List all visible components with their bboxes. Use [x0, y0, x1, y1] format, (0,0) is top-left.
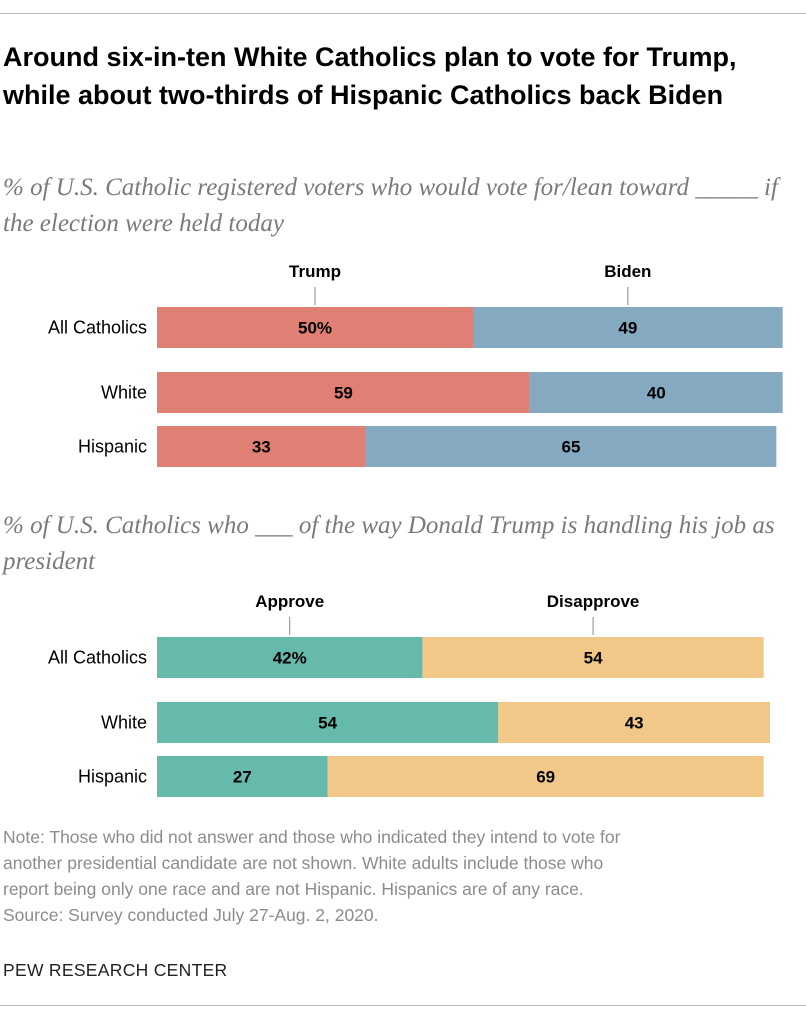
- data-label: 33: [252, 438, 271, 457]
- data-label: 27: [233, 768, 252, 787]
- bar-segment-trump: [157, 307, 473, 348]
- bar-segment-disapprove: [422, 637, 764, 678]
- note-line: another presidential candidate are not s…: [3, 853, 604, 873]
- bar-segment-biden: [529, 372, 783, 413]
- legend-label-approve: Approve: [255, 592, 324, 611]
- bar-segment-trump: [157, 372, 530, 413]
- chart-title: Around six-in-ten White Catholics plan t…: [3, 42, 737, 110]
- bar-segment-disapprove: [327, 756, 764, 797]
- pew-research-center-logo: PEW RESEARCH CENTER: [3, 960, 228, 980]
- bar-segment-approve: [157, 756, 328, 797]
- data-label: 59: [334, 384, 353, 403]
- bar-segment-biden: [473, 307, 783, 348]
- bar-segment-approve: [157, 637, 423, 678]
- data-label: 49: [618, 319, 637, 338]
- bottom-rule: [0, 1005, 806, 1006]
- data-label: 54: [318, 714, 337, 733]
- data-label: 40: [647, 384, 666, 403]
- bar-segment-trump: [157, 426, 366, 467]
- note-line: report being only one race and are not H…: [3, 879, 584, 899]
- category-label: White: [101, 383, 147, 403]
- data-label: 65: [561, 438, 580, 457]
- chart1-subtitle: % of U.S. Catholic registered voters who…: [3, 174, 778, 237]
- chart2-subtitle: % of U.S. Catholics who ___ of the way D…: [3, 512, 775, 575]
- legend-label-trump: Trump: [289, 262, 341, 281]
- data-label: 42%: [273, 649, 307, 668]
- legend-label-disapprove: Disapprove: [547, 592, 640, 611]
- data-label: 50%: [298, 319, 332, 338]
- bar-segment-approve: [157, 702, 499, 743]
- bar-segment-biden: [365, 426, 777, 467]
- source-line: Source: Survey conducted July 27-Aug. 2,…: [3, 905, 379, 925]
- data-label: 54: [584, 649, 603, 668]
- legend-label-biden: Biden: [604, 262, 651, 281]
- category-label: Hispanic: [78, 437, 147, 457]
- bar-segment-disapprove: [498, 702, 771, 743]
- trump-approval-chart: Approve Disapprove All Catholics 42% 54 White…: [48, 592, 771, 797]
- top-rule: [0, 13, 806, 14]
- data-label: 69: [536, 768, 555, 787]
- chart-note: Note: Those who did not answer and those…: [3, 824, 793, 928]
- data-label: 43: [625, 714, 644, 733]
- note-line: Note: Those who did not answer and those…: [3, 827, 621, 847]
- category-label: All Catholics: [48, 318, 147, 338]
- category-label: Hispanic: [78, 767, 147, 787]
- category-label: White: [101, 713, 147, 733]
- vote-preference-chart: Trump Biden All Catholics 50% 49 White 59 40 His…: [48, 262, 783, 467]
- category-label: All Catholics: [48, 648, 147, 668]
